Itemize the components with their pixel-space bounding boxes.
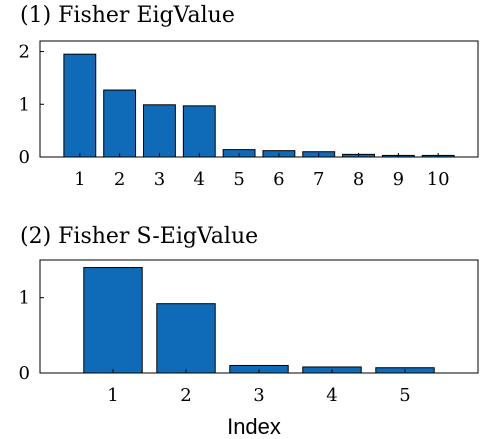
chart-2-x-tick-label: 2: [180, 385, 191, 406]
chart-2-bar-2: [156, 303, 216, 374]
chart-2: (2) Fisher S-EigValue 1 2 3 4 5 0 1 Index: [19, 224, 479, 439]
chart-2-x-tick-label: 5: [399, 385, 410, 406]
chart-2-y-tick-label: 0: [19, 363, 30, 384]
chart-1: (1) Fisher EigValue 1 2 3 4 5 6 7 8 9 10 0 1 2: [19, 3, 479, 190]
chart-1-x-tick-label: 6: [273, 169, 284, 190]
chart-2-x-axis-label: Index: [227, 414, 281, 439]
chart-2-x-tick-label: 4: [326, 385, 337, 406]
chart-2-y-tick-label: 1: [19, 288, 30, 309]
chart-1-y-tick-label: 0: [19, 147, 30, 168]
chart-1-bar-3: [143, 104, 176, 158]
chart-1-y-tick-label: 1: [19, 94, 30, 115]
chart-1-x-tick-label: 1: [74, 169, 85, 190]
chart-1-x-tick-label: 10: [427, 169, 450, 190]
chart-1-bar-4: [182, 105, 216, 158]
chart-1-bars: [63, 53, 455, 158]
chart-1-x-tick-label: 2: [114, 169, 125, 190]
chart-1-x-tick-label: 4: [194, 169, 205, 190]
chart-1-axes: [39, 40, 479, 158]
chart-1-x-tick-label: 3: [154, 169, 165, 190]
chart-1-x-tick-label: 9: [393, 169, 404, 190]
chart-1-bar-2: [103, 89, 137, 158]
chart-1-ticks: 1 2 3 4 5 6 7 8 9 10 0 1 2: [19, 42, 450, 190]
chart-1-x-tick-label: 7: [313, 169, 324, 190]
chart-2-bar-1: [83, 267, 143, 374]
chart-1-title: (1) Fisher EigValue: [20, 3, 235, 28]
chart-2-x-tick-label: 1: [107, 385, 118, 406]
chart-1-bar-1: [63, 53, 97, 158]
chart-2-bars: [83, 267, 435, 374]
chart-1-x-tick-label: 8: [353, 169, 364, 190]
chart-2-title: (2) Fisher S-EigValue: [20, 224, 258, 249]
chart-1-y-tick-label: 2: [19, 42, 30, 63]
chart-2-ticks: 1 2 3 4 5 0 1: [19, 288, 411, 406]
chart-2-x-tick-label: 3: [253, 385, 264, 406]
chart-1-x-tick-label: 5: [233, 169, 244, 190]
